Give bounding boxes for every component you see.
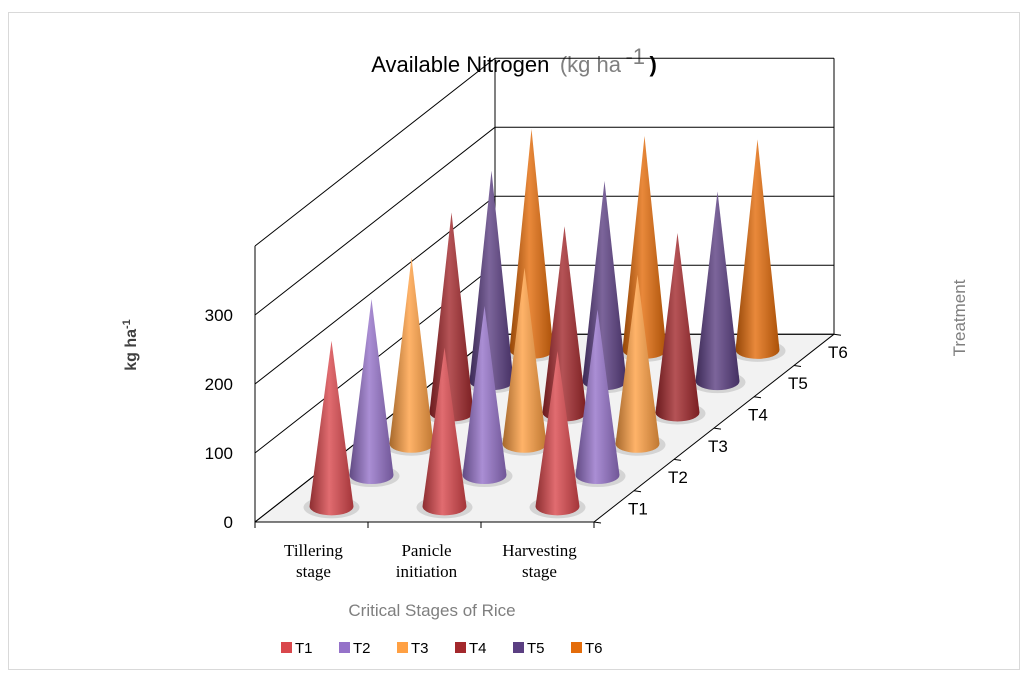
depth-tick-mark [793,365,802,367]
cone-t3-2 [496,267,553,456]
category-label: Panicle initiation [396,541,458,581]
legend-label: T5 [527,640,545,657]
depth-tick-mark [673,458,682,461]
legend: T1 T2 T3 T4 T5 T6 [281,640,603,657]
depth-tick-mark [633,490,642,493]
cone-t4-1 [423,212,480,425]
legend-label: T4 [469,640,487,657]
legend-item: T2 [339,640,371,657]
gridline [254,57,834,247]
legend-item: T4 [455,640,487,657]
legend-label: T6 [585,640,603,657]
cone-t6-2 [616,135,673,362]
cone-t1-2 [416,347,473,519]
y-axis-title: kg ha-1 [121,319,140,371]
cone-t1-1 [303,340,360,519]
cone-t3-3 [609,274,666,456]
depth-axis-title: Treatment [950,279,969,356]
x-axis-title: Critical Stages of Rice [348,601,515,620]
legend-label: T1 [295,640,313,657]
legend-label: T2 [353,640,371,657]
legend-item: T1 [281,640,313,657]
legend-swatch [455,642,466,653]
treatment-label: T5 [788,374,808,393]
y-tick-label: 0 [224,513,233,532]
y-tick-label: 200 [205,375,233,394]
y-tick-label: 100 [205,444,233,463]
treatment-label: T6 [828,343,848,362]
cone-t5-2 [576,181,633,394]
category-labels: Tillering stage Panicle initiation Harvestin… [284,541,577,581]
legend-swatch [571,642,582,653]
cone-series [303,129,786,519]
cone-t2-2 [456,306,513,488]
legend-swatch [339,642,350,653]
treatment-label: T2 [668,468,688,487]
legend-item: T3 [397,640,429,657]
cone-t2-3 [569,309,626,488]
cone-t6-3 [729,139,786,362]
depth-tick-mark [833,333,842,336]
y-axis-ticks: 0 100 200 300 [205,306,233,532]
cone-t5-1 [463,170,520,394]
depth-tick-mark [713,427,722,430]
category-label: Tillering stage [284,541,343,581]
treatment-label: T1 [628,499,648,518]
depth-tick-mark [593,521,602,524]
legend-item: T6 [571,640,603,657]
legend-swatch [397,642,408,653]
depth-tick-mark [753,396,762,399]
chart-frame [8,12,1020,670]
chart-title: Available Nitrogen (kg ha -1 ) [371,44,657,77]
cone-t1-3 [529,351,586,519]
y-tick-label: 300 [205,306,233,325]
treatment-label: T3 [708,437,728,456]
cone-t5-3 [689,191,746,394]
legend-item: T5 [513,640,545,657]
cone-t2-1 [343,299,400,488]
legend-swatch [513,642,524,653]
cone-t4-3 [649,233,706,425]
legend-label: T3 [411,640,429,657]
treatment-depth-labels: T1 T2 T3 T4 T5 T6 [628,343,848,518]
cone-t3-1 [383,257,440,456]
legend-swatch [281,642,292,653]
category-label: Harvesting stage [502,541,577,581]
treatment-label: T4 [748,405,768,424]
